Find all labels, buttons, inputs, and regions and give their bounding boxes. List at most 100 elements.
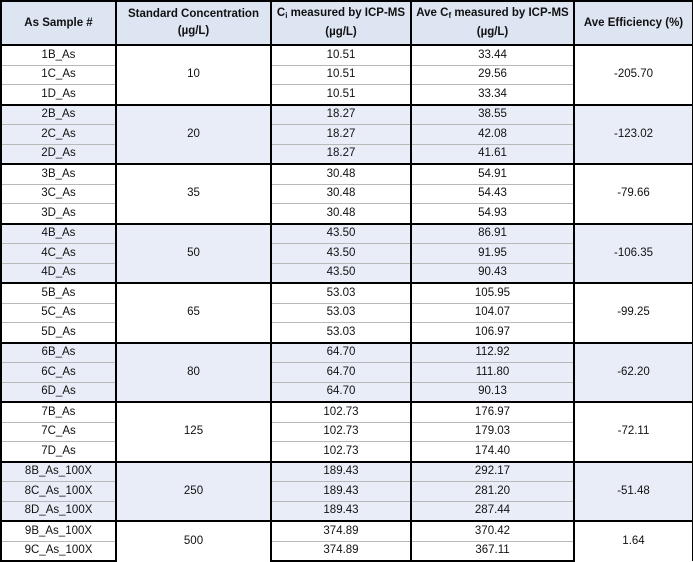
ci-cell: 374.89 [270,520,412,541]
concentration-cell: 10 [115,44,272,105]
header-cell: Ci measured by ICP-MS (µg/L) [270,0,412,46]
header-text: Ave Efficiency (%) [583,16,684,29]
ci-cell: 10.51 [270,64,412,85]
table-row: 2D_As 18.27 41.61 [0,143,693,165]
sample-cell: 5C_As [0,302,117,323]
cf-cell: 105.95 [410,282,575,303]
table-row: 4B_As 50 43.50 86.91 -106.35 [0,222,693,283]
header-subscript: i [285,11,288,20]
cf-cell: 90.13 [410,381,575,403]
table-row: 3D_As 30.48 54.93 [0,203,693,225]
ci-cell: 102.73 [270,401,412,422]
header-cell: Ave Cf measured by ICP-MS (µg/L) [410,0,575,46]
table-row: 1D_As 10.51 33.34 [0,84,693,106]
table-row: 8B_As_100X 250 189.43 292.17 -51.48 [0,460,693,521]
cf-cell: 370.42 [410,520,575,541]
table-row: 3C_As 30.48 54.43 [0,183,693,204]
ci-cell: 189.43 [270,481,412,501]
header-text: As Sample # [24,16,93,29]
efficiency-cell: -106.35 [573,222,693,283]
sample-cell: 2B_As [0,103,117,125]
efficiency-cell: -51.48 [573,460,693,521]
sample-cell: 9C_As_100X [0,540,117,562]
ci-cell: 18.27 [270,124,412,144]
ci-cell: 30.48 [270,163,412,184]
table-row: 9B_As_100X 500 374.89 370.42 1.64 [0,520,693,561]
sample-cell: 2C_As [0,124,117,144]
ci-cell: 30.48 [270,203,412,225]
table-body: 1B_As 10 10.51 33.44 -205.70 1C_As 10.51 29.56 1… [0,44,693,562]
table-row: 1B_As 10 10.51 33.44 -205.70 [0,44,693,105]
table-row: 5D_As 53.03 106.97 [0,322,693,344]
ci-cell: 189.43 [270,500,412,522]
cf-cell: 33.44 [410,44,575,65]
sample-cell: 6D_As [0,381,117,403]
cf-cell: 86.91 [410,222,575,244]
sample-cell: 1C_As [0,64,117,85]
sample-cell: 7C_As [0,421,117,442]
header-text: C [276,7,286,19]
concentration-cell: 500 [115,520,272,561]
ci-cell: 18.27 [270,143,412,165]
ci-cell: 53.03 [270,302,412,323]
sample-cell: 5D_As [0,322,117,344]
table-row: 3B_As 35 30.48 54.91 -79.66 [0,163,693,224]
cf-cell: 54.43 [410,183,575,204]
header-subscript: f [448,11,452,20]
table-row: 2C_As 18.27 42.08 [0,124,693,144]
header-text: measured by ICP-MS (µg/L) [451,7,569,38]
header-cell: Ave Efficiency (%) [573,0,693,46]
ci-cell: 30.48 [270,183,412,204]
sample-cell: 1D_As [0,84,117,106]
sample-cell: 3B_As [0,163,117,184]
efficiency-cell: 1.64 [573,520,693,561]
concentration-cell: 20 [115,103,272,164]
concentration-cell: 250 [115,460,272,521]
sample-cell: 3C_As [0,183,117,204]
table-row: 1C_As 10.51 29.56 [0,64,693,85]
cf-cell: 174.40 [410,441,575,463]
cf-cell: 29.56 [410,64,575,85]
header-text: measured by ICP-MS (µg/L) [287,7,406,38]
sample-cell: 6C_As [0,362,117,382]
sample-cell: 6B_As [0,341,117,363]
sample-cell: 7D_As [0,441,117,463]
sample-cell: 1B_As [0,44,117,65]
table-row: 5C_As 53.03 104.07 [0,302,693,323]
ci-cell: 18.27 [270,103,412,125]
sample-cell: 5B_As [0,282,117,303]
cf-cell: 54.91 [410,163,575,184]
cf-cell: 292.17 [410,460,575,482]
table-row: 5B_As 65 53.03 105.95 -99.25 [0,282,693,343]
cf-cell: 281.20 [410,481,575,501]
cf-cell: 179.03 [410,421,575,442]
ci-cell: 64.70 [270,341,412,363]
sample-cell: 7B_As [0,401,117,422]
efficiency-cell: -72.11 [573,401,693,462]
sample-cell: 4C_As [0,243,117,263]
table-row: 7B_As 125 102.73 176.97 -72.11 [0,401,693,462]
cf-cell: 106.97 [410,322,575,344]
ci-cell: 43.50 [270,262,412,284]
table-row: 6B_As 80 64.70 112.92 -62.20 [0,341,693,402]
ci-cell: 102.73 [270,421,412,442]
table-row: 6D_As 64.70 90.13 [0,381,693,403]
ci-cell: 53.03 [270,322,412,344]
sample-cell: 8D_As_100X [0,500,117,522]
header-row: As Sample # Standard Concentration (µg/L)… [0,0,693,46]
cf-cell: 111.80 [410,362,575,382]
cf-cell: 287.44 [410,500,575,522]
ci-cell: 64.70 [270,362,412,382]
cf-cell: 42.08 [410,124,575,144]
ci-cell: 10.51 [270,44,412,65]
ci-cell: 189.43 [270,460,412,482]
sample-cell: 4D_As [0,262,117,284]
ci-cell: 10.51 [270,84,412,106]
cf-cell: 104.07 [410,302,575,323]
cf-cell: 41.61 [410,143,575,165]
sample-cell: 3D_As [0,203,117,225]
ci-cell: 374.89 [270,540,412,562]
sample-cell: 9B_As_100X [0,520,117,541]
